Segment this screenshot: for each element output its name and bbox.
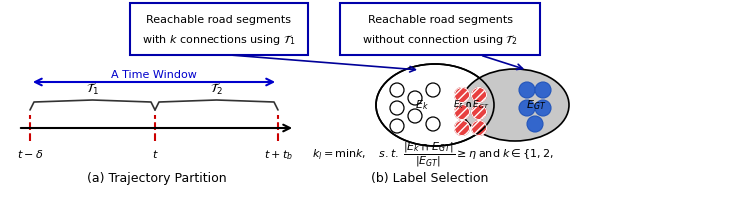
Circle shape [455,121,469,135]
Ellipse shape [376,64,494,146]
Circle shape [390,101,404,115]
Text: $t - \delta$: $t - \delta$ [17,148,43,160]
Text: $\boldsymbol{E_k}$: $\boldsymbol{E_k}$ [415,98,429,112]
Text: $\boldsymbol{E_k \cap E_{GT}}$: $\boldsymbol{E_k \cap E_{GT}}$ [452,99,489,111]
Text: $\mathcal{T}_1$: $\mathcal{T}_1$ [86,82,99,97]
Circle shape [527,116,543,132]
Text: $t + t_b$: $t + t_b$ [264,148,292,162]
Circle shape [426,117,440,131]
Text: without connection using $\mathcal{T}_2$: without connection using $\mathcal{T}_2$ [362,33,518,47]
Circle shape [519,82,535,98]
Circle shape [535,100,551,116]
Text: (a) Trajectory Partition: (a) Trajectory Partition [87,172,227,185]
Circle shape [471,105,487,120]
Text: $t$: $t$ [151,148,159,160]
FancyBboxPatch shape [130,3,308,55]
Ellipse shape [461,69,569,141]
Circle shape [408,109,422,123]
FancyBboxPatch shape [340,3,540,55]
Circle shape [471,88,487,103]
Text: Reachable road segments: Reachable road segments [146,15,292,25]
Circle shape [390,83,404,97]
Text: $k_l = \min k, \quad s.t. \; \dfrac{|E_k \cap E_{GT}|}{|E_{GT}|} \geq \eta \; \m: $k_l = \min k, \quad s.t. \; \dfrac{|E_k… [312,141,554,169]
Circle shape [455,88,469,103]
Text: Reachable road segments: Reachable road segments [368,15,512,25]
Circle shape [408,91,422,105]
Circle shape [519,100,535,116]
Text: $\mathcal{T}_2$: $\mathcal{T}_2$ [210,82,223,97]
Circle shape [471,121,487,135]
Text: with $k$ connections using $\mathcal{T}_1$: with $k$ connections using $\mathcal{T}_… [143,33,295,47]
Circle shape [535,82,551,98]
Circle shape [426,83,440,97]
Text: (b) Label Selection: (b) Label Selection [371,172,489,185]
Circle shape [455,105,469,120]
Text: A Time Window: A Time Window [111,70,197,80]
Circle shape [390,119,404,133]
Text: $\boldsymbol{E_{GT}}$: $\boldsymbol{E_{GT}}$ [526,98,546,112]
